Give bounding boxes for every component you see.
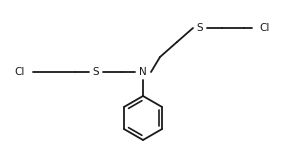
Text: Cl: Cl <box>260 23 270 33</box>
Text: S: S <box>93 67 99 77</box>
Text: Cl: Cl <box>15 67 25 77</box>
Text: N: N <box>139 67 147 77</box>
Text: S: S <box>197 23 203 33</box>
